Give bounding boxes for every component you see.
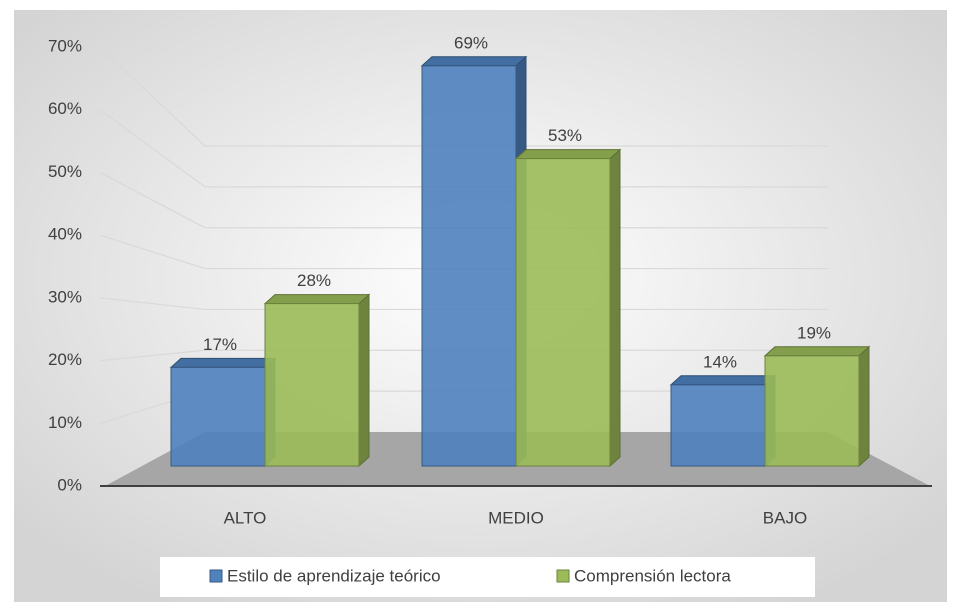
bar (514, 148, 622, 468)
y-tick-label: 70% (48, 36, 82, 55)
bar-face (670, 384, 766, 467)
y-tick-label: 10% (48, 413, 82, 432)
value-label: 17% (203, 335, 237, 354)
bar-face (514, 149, 622, 160)
bar (669, 374, 777, 468)
legend (160, 557, 815, 597)
bar-face (420, 56, 528, 67)
legend-swatch (209, 569, 223, 583)
bar-face (609, 148, 621, 468)
legend-label: Estilo de aprendizaje teórico (227, 566, 441, 585)
value-label: 69% (454, 33, 488, 52)
grid-line (99, 46, 828, 147)
value-label: 19% (797, 323, 831, 342)
bar-face (169, 357, 277, 368)
bar-face (763, 346, 871, 357)
bar-face (170, 366, 266, 467)
bar-face (764, 355, 860, 467)
bar-face (263, 294, 371, 305)
y-tick-label: 60% (48, 99, 82, 118)
value-label: 53% (548, 126, 582, 145)
x-tick-label: MEDIO (488, 508, 544, 527)
legend-swatch (556, 569, 570, 583)
bar (420, 55, 528, 468)
bar (169, 357, 277, 468)
y-tick-label: 30% (48, 287, 82, 306)
y-tick-label: 50% (48, 162, 82, 181)
bar (263, 293, 371, 468)
bar-face (421, 65, 517, 467)
y-tick-label: 20% (48, 350, 82, 369)
bar (763, 345, 871, 468)
bar-face (858, 345, 870, 468)
bar-face (669, 375, 777, 386)
x-tick-label: ALTO (224, 508, 267, 527)
bar-face (358, 293, 370, 468)
y-tick-label: 40% (48, 225, 82, 244)
legend-label: Comprensión lectora (574, 566, 731, 585)
value-label: 14% (703, 352, 737, 371)
value-label: 28% (297, 271, 331, 290)
bar-face (515, 158, 611, 467)
y-tick-label: 0% (57, 475, 82, 494)
x-tick-label: BAJO (763, 508, 807, 527)
bar-face (264, 303, 360, 467)
